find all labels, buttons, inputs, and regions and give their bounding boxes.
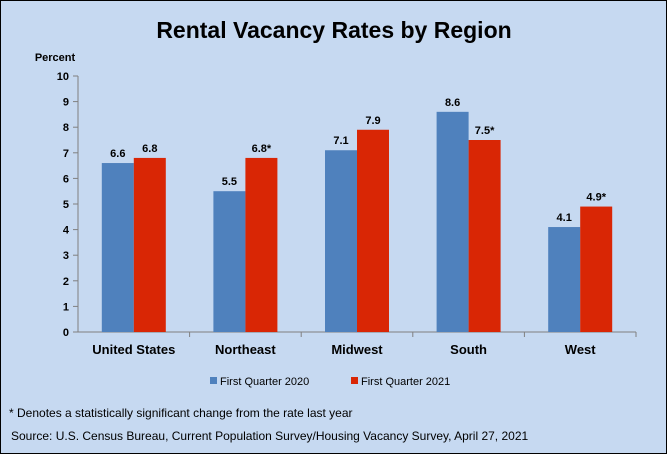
y-tick-label: 9	[63, 97, 69, 109]
data-label: 4.1	[557, 212, 572, 224]
y-tick-label: 10	[57, 71, 69, 83]
data-label: 7.5*	[475, 125, 495, 137]
y-tick-label: 0	[63, 327, 69, 339]
bar-q1-2021	[357, 129, 389, 332]
y-tick-label: 6	[63, 173, 69, 185]
legend-swatch	[351, 377, 358, 384]
legend-swatch	[210, 377, 217, 384]
y-tick-label: 2	[63, 276, 69, 288]
footnote: * Denotes a statistically significant ch…	[9, 406, 353, 420]
bar-q1-2020	[325, 150, 357, 332]
data-label: 6.8*	[252, 143, 272, 155]
data-label: 5.5	[222, 176, 237, 188]
x-tick-label: Northeast	[215, 342, 276, 357]
bar-q1-2021	[133, 157, 166, 332]
bar-q1-2021	[580, 206, 613, 332]
data-label: 8.6	[445, 97, 460, 109]
y-tick-label: 4	[63, 225, 70, 237]
y-tick-label: 1	[63, 301, 69, 313]
legend-item-2020: First Quarter 2020	[220, 376, 309, 388]
y-tick-label: 8	[63, 122, 69, 134]
bar-q1-2020	[436, 111, 469, 332]
bar-q1-2020	[213, 191, 246, 332]
data-label: 6.6	[110, 148, 125, 160]
data-label: 7.1	[333, 135, 348, 147]
data-label: 6.8	[142, 143, 157, 155]
bar-q1-2020	[101, 163, 134, 332]
bar-q1-2020	[548, 227, 581, 332]
x-tick-label: Midwest	[331, 342, 383, 357]
source-note: Source: U.S. Census Bureau, Current Popu…	[11, 429, 529, 443]
x-tick-label: United States	[92, 342, 175, 357]
bar-q1-2021	[245, 157, 278, 332]
x-tick-label: South	[450, 342, 487, 357]
legend-item-2021: First Quarter 2021	[361, 376, 450, 388]
y-tick-label: 7	[63, 148, 69, 160]
chart-title: Rental Vacancy Rates by Region	[156, 17, 511, 43]
data-label: 7.9	[365, 115, 380, 127]
bar-q1-2021	[468, 140, 501, 332]
bar-chart: Rental Vacancy Rates by Region Percent 0 1 2…	[35, 17, 637, 388]
x-tick-label: West	[565, 342, 596, 357]
data-label: 4.9*	[586, 192, 606, 204]
y-tick-label: 3	[63, 250, 69, 262]
y-axis-label: Percent	[35, 52, 76, 64]
y-tick-label: 5	[63, 199, 69, 211]
